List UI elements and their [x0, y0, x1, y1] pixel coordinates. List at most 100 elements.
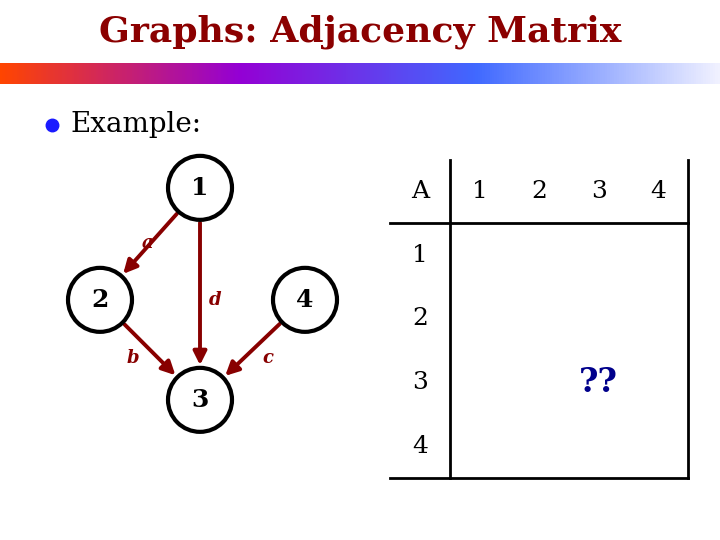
Bar [477, 63, 481, 84]
Bar [113, 63, 116, 84]
Bar [473, 63, 476, 84]
Bar [576, 63, 579, 84]
Bar [96, 63, 99, 84]
Bar [355, 63, 359, 84]
Bar [209, 63, 212, 84]
Bar [549, 63, 553, 84]
Bar [261, 63, 265, 84]
Bar [480, 63, 483, 84]
Bar [516, 63, 519, 84]
Bar [274, 63, 276, 84]
Bar [245, 63, 248, 84]
Bar [360, 63, 363, 84]
Bar [387, 63, 390, 84]
Bar [279, 63, 282, 84]
Text: 2: 2 [91, 288, 109, 312]
Text: Graphs: Adjacency Matrix: Graphs: Adjacency Matrix [99, 15, 621, 49]
Bar [135, 63, 138, 84]
Bar [315, 63, 318, 84]
Bar [492, 63, 495, 84]
Bar [504, 63, 507, 84]
Bar [502, 63, 505, 84]
Bar [317, 63, 320, 84]
Bar [158, 63, 161, 84]
Bar [446, 63, 449, 84]
Bar [595, 63, 598, 84]
Bar [312, 63, 315, 84]
Bar [290, 63, 294, 84]
Bar [444, 63, 447, 84]
Bar [31, 63, 35, 84]
Bar [266, 63, 269, 84]
Bar [348, 63, 351, 84]
Bar [110, 63, 114, 84]
Bar [533, 63, 536, 84]
Bar [667, 63, 670, 84]
Bar [166, 63, 168, 84]
Bar [178, 63, 181, 84]
Bar [434, 63, 438, 84]
Bar [310, 63, 312, 84]
Bar [605, 63, 608, 84]
Bar [689, 63, 692, 84]
Bar [106, 63, 109, 84]
Bar [101, 63, 104, 84]
Bar [468, 63, 471, 84]
Bar [372, 63, 375, 84]
Bar [264, 63, 267, 84]
Bar [405, 63, 409, 84]
Bar [14, 63, 17, 84]
Bar [67, 63, 71, 84]
Bar [621, 63, 625, 84]
Bar [590, 63, 593, 84]
Bar [175, 63, 179, 84]
Bar [646, 63, 649, 84]
Bar [684, 63, 687, 84]
Bar [0, 63, 3, 84]
Bar [643, 63, 647, 84]
Text: c: c [263, 349, 274, 367]
Bar [58, 63, 60, 84]
Bar [583, 63, 586, 84]
Bar [137, 63, 140, 84]
Bar [307, 63, 310, 84]
Bar [571, 63, 575, 84]
Bar [117, 63, 121, 84]
Bar [259, 63, 262, 84]
Bar [408, 63, 411, 84]
Bar [531, 63, 534, 84]
Bar [346, 63, 348, 84]
Bar [574, 63, 577, 84]
Bar [365, 63, 368, 84]
Bar [38, 63, 42, 84]
Bar [202, 63, 204, 84]
Text: A: A [410, 180, 429, 203]
Bar [509, 63, 512, 84]
Bar [677, 63, 680, 84]
Bar [55, 63, 58, 84]
Bar [189, 63, 193, 84]
Bar [34, 63, 37, 84]
Bar [161, 63, 164, 84]
Bar [29, 63, 32, 84]
Bar [271, 63, 274, 84]
Bar [216, 63, 219, 84]
Bar [297, 63, 301, 84]
Bar [545, 63, 548, 84]
Bar [634, 63, 636, 84]
Bar [233, 63, 236, 84]
Bar [89, 63, 92, 84]
Bar [713, 63, 716, 84]
Bar [686, 63, 690, 84]
Bar [173, 63, 176, 84]
Bar [629, 63, 632, 84]
Bar [7, 63, 10, 84]
Bar [221, 63, 224, 84]
Bar [70, 63, 73, 84]
Text: 1: 1 [192, 176, 209, 200]
Bar [63, 63, 66, 84]
Bar [336, 63, 339, 84]
Bar [715, 63, 719, 84]
Bar [362, 63, 366, 84]
Bar [679, 63, 683, 84]
